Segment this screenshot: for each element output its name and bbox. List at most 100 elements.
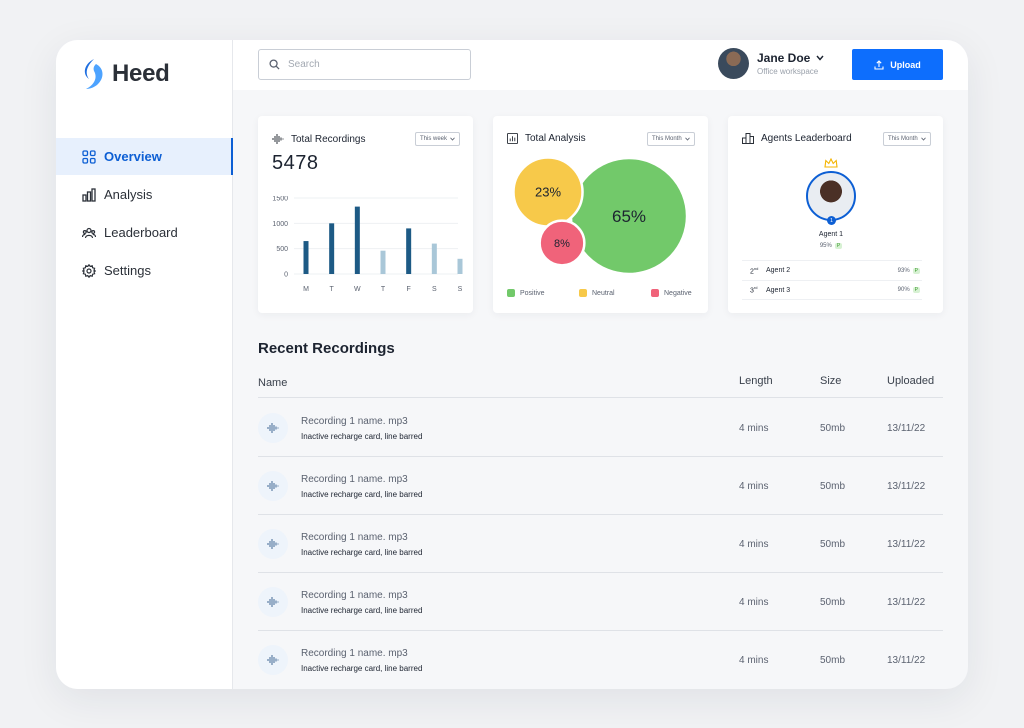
analysis-legend: Positive Neutral Negative — [507, 289, 723, 297]
recording-size: 50mb — [820, 539, 846, 550]
table-row[interactable]: Recording 1 name. mp3 Inactive recharge … — [258, 457, 943, 515]
sidebar-item-leaderboard[interactable]: Leaderboard — [56, 214, 233, 251]
bubble-negative[interactable] — [538, 219, 586, 267]
app-name: Heed — [112, 60, 170, 87]
total-recordings-card: Total Recordings This week 5478 0 500 1000… — [258, 116, 473, 313]
top-agent-name: Agent 1 — [818, 231, 844, 238]
legend-label: Negative — [664, 289, 692, 297]
bar[interactable] — [303, 241, 309, 274]
search-input[interactable] — [288, 59, 458, 70]
top-agent-score: 95% P — [728, 243, 934, 249]
sidebar-item-overview[interactable]: Overview — [56, 138, 233, 175]
score-value: 95% — [819, 243, 832, 249]
recording-length: 4 mins — [739, 539, 769, 550]
y-tick-label: 500 — [276, 246, 288, 253]
bar-chart-icon — [82, 187, 96, 202]
table-row[interactable]: Recording 1 name. mp3 Inactive recharge … — [258, 515, 943, 573]
period-dropdown[interactable]: This Month — [647, 132, 695, 146]
sidebar-item-settings[interactable]: Settings — [56, 252, 233, 289]
user-menu[interactable]: Jane Doe Office workspace — [718, 48, 824, 79]
bar[interactable] — [431, 243, 437, 274]
sidebar-item-label: Analysis — [104, 187, 153, 202]
heed-logo-icon — [84, 59, 103, 89]
bar[interactable] — [354, 206, 360, 274]
bar[interactable] — [380, 250, 386, 274]
period-dropdown[interactable]: This week — [415, 132, 461, 146]
x-tick-label: T — [381, 286, 386, 293]
bar[interactable] — [457, 258, 463, 274]
gear-icon — [82, 263, 96, 278]
legend-negative: Negative — [651, 289, 723, 297]
table-row[interactable]: Recording 1 name. mp3 Inactive recharge … — [258, 573, 943, 631]
top-agent-avatar[interactable] — [806, 171, 856, 221]
recordings-bar-chart: 0 500 1000 1500 M T W T F S S — [272, 196, 463, 293]
analysis-bubble-chart: 65% 23% 8% — [512, 156, 689, 276]
rank: 2nd — [742, 266, 766, 275]
soundwave-icon — [258, 645, 288, 675]
recording-name[interactable]: Recording 1 name. mp3 — [301, 532, 408, 543]
recording-uploaded: 13/11/22 — [887, 423, 926, 434]
score-badge: P — [912, 267, 920, 274]
recording-size: 50mb — [820, 655, 846, 666]
table-header: Name Length Size Uploaded — [258, 370, 943, 398]
recording-name[interactable]: Recording 1 name. mp3 — [301, 648, 408, 659]
recording-desc: Inactive recharge card, line barred — [301, 432, 423, 441]
table-row[interactable]: Recording 1 name. mp3 Inactive recharge … — [258, 631, 943, 689]
recording-uploaded: 13/11/22 — [887, 655, 926, 666]
col-uploaded[interactable]: Uploaded — [887, 375, 935, 387]
bar[interactable] — [406, 228, 412, 274]
leaderboard-row[interactable]: 3rd Agent 3 90% P — [742, 280, 922, 300]
chevron-down-icon[interactable] — [816, 55, 824, 61]
recording-name[interactable]: Recording 1 name. mp3 — [301, 590, 408, 601]
agent-score: 90% P — [898, 287, 922, 293]
legend-label: Neutral — [592, 289, 615, 297]
col-name[interactable]: Name — [258, 377, 288, 389]
recording-size: 50mb — [820, 597, 846, 608]
card-title-text: Total Recordings — [291, 133, 366, 145]
search-box[interactable] — [258, 49, 471, 80]
recording-name[interactable]: Recording 1 name. mp3 — [301, 416, 408, 427]
analysis-icon — [507, 133, 518, 144]
upload-label: Upload — [890, 59, 921, 70]
x-tick-label: F — [407, 286, 411, 293]
recording-size: 50mb — [820, 481, 846, 492]
avatar[interactable] — [718, 48, 749, 79]
podium-icon — [742, 133, 754, 144]
total-recordings-value: 5478 — [272, 152, 319, 174]
legend-positive: Positive — [507, 289, 579, 297]
period-dropdown[interactable]: This Month — [883, 132, 931, 146]
bar[interactable] — [329, 223, 335, 274]
col-length[interactable]: Length — [739, 375, 773, 387]
recording-uploaded: 13/11/22 — [887, 539, 926, 550]
card-title: Total Analysis — [507, 133, 586, 144]
rank-badge: 1 — [827, 216, 836, 225]
grid-icon — [82, 149, 96, 164]
x-tick-label: W — [354, 286, 361, 293]
logo[interactable]: Heed — [80, 58, 170, 90]
soundwave-icon — [258, 587, 288, 617]
legend-label: Positive — [520, 289, 545, 297]
soundwave-icon — [258, 413, 288, 443]
chevron-down-icon — [450, 137, 455, 141]
rank-suffix: nd — [753, 265, 759, 271]
recording-name[interactable]: Recording 1 name. mp3 — [301, 474, 408, 485]
leaderboard-row[interactable]: 2nd Agent 2 93% P — [742, 260, 922, 280]
upload-button[interactable]: Upload — [852, 49, 943, 80]
y-tick-label: 0 — [284, 272, 288, 279]
bubble-label: 8% — [554, 238, 570, 250]
total-analysis-card: Total Analysis This Month 65% 23% 8% Posit… — [493, 116, 708, 313]
agent-name: Agent 2 — [766, 267, 791, 274]
score-badge: P — [834, 243, 843, 249]
sidebar-item-analysis[interactable]: Analysis — [56, 176, 233, 213]
table-row[interactable]: Recording 1 name. mp3 Inactive recharge … — [258, 399, 943, 457]
col-size[interactable]: Size — [820, 375, 842, 387]
sidebar-nav: Overview Analysis Leaderboard Settings — [56, 138, 233, 290]
card-title-text: Total Analysis — [525, 133, 586, 144]
dropdown-value: This week — [420, 136, 448, 142]
recording-size: 50mb — [820, 423, 846, 434]
sidebar-item-label: Overview — [104, 149, 162, 164]
user-name: Jane Doe — [757, 51, 811, 65]
user-workspace: Office workspace — [757, 67, 819, 76]
bubble-label: 65% — [612, 207, 646, 226]
recording-desc: Inactive recharge card, line barred — [301, 548, 423, 557]
